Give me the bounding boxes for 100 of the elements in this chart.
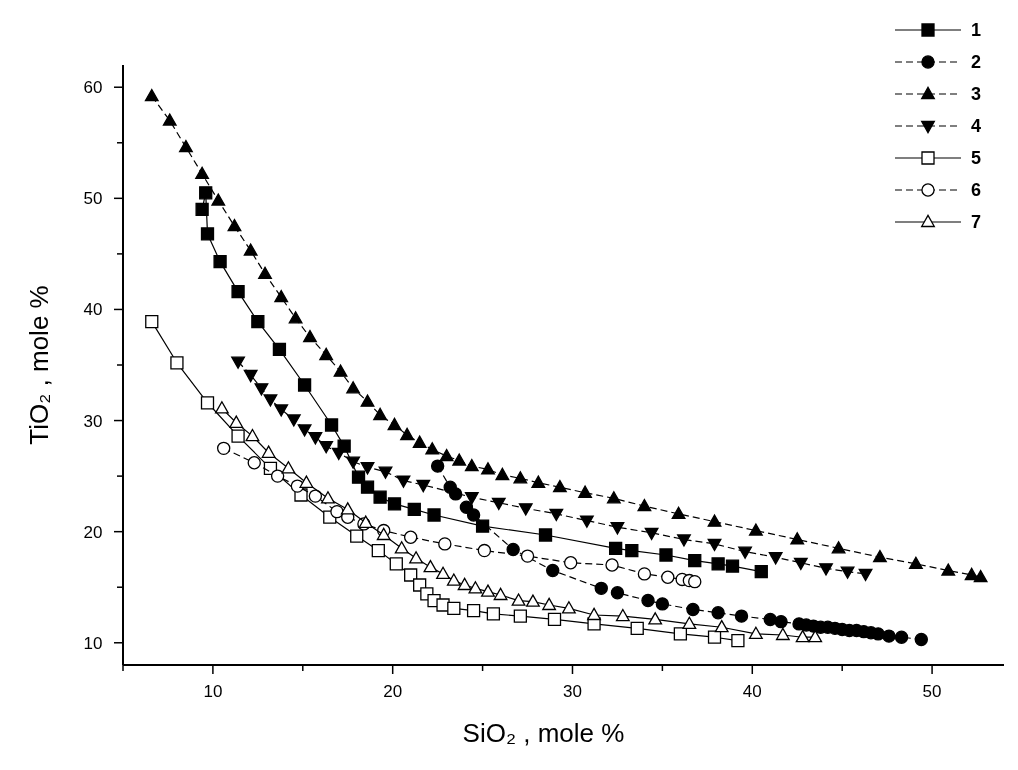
- point: [871, 627, 885, 641]
- point: [495, 467, 510, 481]
- point: [371, 543, 385, 558]
- point: [711, 606, 725, 620]
- point: [170, 356, 184, 370]
- point: [547, 612, 562, 627]
- point: [200, 396, 215, 410]
- y-tick-label: 40: [83, 300, 103, 320]
- point: [768, 552, 783, 565]
- point: [637, 567, 652, 581]
- point: [655, 597, 670, 611]
- point: [200, 227, 215, 241]
- point: [319, 440, 334, 454]
- point: [254, 383, 269, 396]
- point: [270, 469, 285, 483]
- x-tick-label: 20: [383, 682, 403, 701]
- point: [819, 563, 833, 576]
- point: [452, 453, 467, 466]
- point: [350, 529, 364, 543]
- point: [795, 629, 810, 643]
- point: [518, 503, 533, 516]
- point: [227, 218, 242, 232]
- point: [707, 630, 722, 644]
- point: [641, 593, 655, 608]
- point: [481, 584, 495, 597]
- point: [288, 311, 303, 324]
- point: [578, 485, 593, 498]
- point: [493, 587, 508, 601]
- point: [725, 559, 740, 573]
- point: [513, 609, 527, 623]
- point: [245, 428, 260, 442]
- point: [831, 541, 846, 554]
- point: [360, 394, 375, 407]
- point: [707, 514, 722, 527]
- point: [610, 522, 625, 535]
- legend-label: 6: [971, 180, 982, 200]
- point: [400, 427, 415, 441]
- point: [872, 549, 887, 563]
- point: [263, 394, 278, 407]
- point: [412, 435, 427, 448]
- point: [340, 502, 355, 515]
- point: [793, 557, 808, 571]
- point: [610, 586, 625, 600]
- point: [908, 556, 923, 570]
- point: [531, 475, 546, 488]
- point: [231, 285, 245, 299]
- point: [286, 414, 301, 427]
- point: [360, 462, 375, 475]
- point: [486, 607, 501, 621]
- point: [748, 626, 763, 640]
- point: [346, 381, 361, 394]
- point: [258, 266, 272, 280]
- point: [247, 456, 261, 470]
- point: [475, 519, 490, 533]
- point: [542, 597, 557, 611]
- point: [491, 497, 506, 511]
- point: [673, 627, 688, 641]
- legend-label: 4: [971, 116, 982, 136]
- point: [858, 568, 873, 582]
- y-tick-label: 60: [83, 78, 103, 98]
- point: [594, 581, 608, 596]
- x-tick-label: 30: [563, 682, 582, 701]
- point: [360, 480, 375, 494]
- point: [195, 202, 209, 217]
- point: [513, 471, 528, 484]
- point: [677, 534, 691, 547]
- point: [894, 630, 909, 644]
- point: [261, 445, 276, 458]
- point: [387, 417, 402, 431]
- y-tick-label: 50: [83, 189, 103, 209]
- point: [790, 532, 805, 545]
- point: [738, 546, 753, 559]
- point: [447, 601, 461, 615]
- point: [775, 627, 790, 641]
- point: [608, 541, 623, 555]
- x-tick-label: 10: [203, 682, 223, 701]
- point: [430, 459, 445, 473]
- point: [731, 633, 745, 648]
- point: [297, 424, 312, 437]
- legend-label: 1: [971, 20, 982, 40]
- point: [563, 556, 578, 570]
- point: [162, 113, 177, 126]
- point: [195, 166, 210, 180]
- point: [688, 553, 702, 568]
- y-tick-label: 10: [83, 633, 103, 653]
- point: [333, 364, 348, 377]
- point: [144, 88, 159, 102]
- point: [511, 593, 526, 606]
- point: [464, 492, 479, 505]
- point: [682, 616, 697, 630]
- point: [231, 356, 246, 369]
- point: [774, 614, 788, 629]
- point: [546, 563, 560, 578]
- point: [251, 315, 265, 329]
- point: [579, 515, 594, 528]
- point: [394, 541, 409, 554]
- point: [466, 603, 481, 618]
- point: [714, 619, 729, 633]
- point: [308, 432, 323, 445]
- legend-label: 5: [971, 148, 982, 168]
